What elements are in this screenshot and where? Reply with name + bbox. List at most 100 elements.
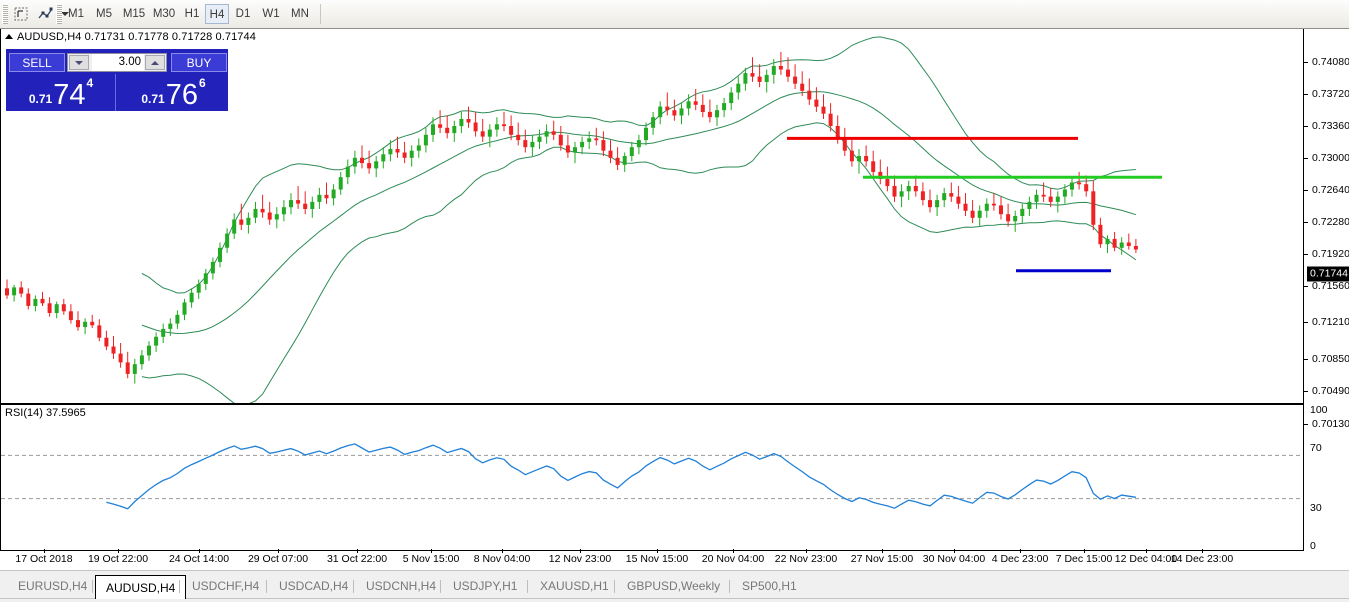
candle-body	[338, 177, 343, 190]
indicators-icon[interactable]	[34, 3, 58, 25]
time-tick-label: 17 Oct 2018	[15, 553, 73, 565]
candle-body	[218, 247, 222, 262]
timeframe-d1[interactable]: D1	[235, 8, 251, 20]
timeframe-h4[interactable]: H4	[205, 4, 229, 24]
chart-tabs-bar: EURUSD,H4 AUDUSD,H4 USDCHF,H4 USDCAD,H4 USDC…	[0, 570, 1349, 602]
timeframe-h1[interactable]: H1	[184, 8, 200, 20]
sell-price-pipette: 4	[86, 76, 94, 90]
tab-divider	[729, 580, 730, 593]
chart-tab-usdjpy-h1[interactable]: USDJPY,H1	[453, 579, 518, 593]
price-tick-label: 0.71210	[1312, 316, 1349, 328]
rsi-label: RSI(14) 37.5965	[5, 407, 86, 419]
candle-body	[54, 304, 59, 313]
chart-tab-gbpusd-weekly[interactable]: GBPUSD,Weekly	[627, 579, 721, 593]
candle-body	[260, 208, 265, 213]
time-tick-label: 31 Oct 22:00	[326, 553, 388, 565]
candle-body	[956, 196, 961, 204]
timeframe-m1[interactable]: M1	[68, 8, 84, 20]
candle-body	[90, 321, 95, 326]
candle-body	[19, 287, 24, 294]
candle-body	[1027, 201, 1032, 209]
timeframe-w1[interactable]: W1	[262, 8, 280, 20]
tab-divider	[353, 580, 354, 593]
candle-body	[558, 134, 563, 146]
time-tick-mark	[580, 549, 581, 553]
chart-tab-usdcnh-h4[interactable]: USDCNH,H4	[366, 579, 437, 593]
candle-body	[1119, 242, 1124, 248]
timeframe-m15[interactable]: M15	[122, 8, 146, 20]
chevron-down-icon[interactable]	[58, 3, 72, 25]
candle-body	[665, 106, 670, 111]
price-scale[interactable]: 0.74080 0.73720 0.73360 0.73000 0.72640 0.722…	[1303, 29, 1349, 552]
time-tick-label: 24 Oct 14:00	[168, 553, 230, 565]
volume-stepper[interactable]: 3.00	[67, 53, 167, 72]
volume-decrease-button[interactable]	[69, 55, 89, 70]
candle-body	[1048, 196, 1053, 202]
chart-tab-sp500-h1[interactable]: SP500,H1	[742, 579, 797, 593]
candle-body	[636, 140, 641, 148]
candle-body	[842, 138, 847, 151]
price-tick-label: 0.73000	[1312, 152, 1349, 164]
sell-button[interactable]: SELL	[9, 53, 65, 72]
ohlc-header: AUDUSD,H4 0.71731 0.71778 0.71728 0.7174…	[5, 31, 256, 43]
candle-body	[402, 152, 407, 158]
chart-tab-audusd-h4[interactable]: AUDUSD,H4	[95, 575, 187, 599]
candle-body	[729, 92, 734, 104]
chart-tab-usdchf-h4[interactable]: USDCHF,H4	[192, 579, 260, 593]
candle-body	[928, 200, 932, 208]
timeframe-m30[interactable]: M30	[152, 8, 176, 20]
candle-body	[331, 189, 336, 199]
candle-body	[864, 156, 869, 162]
tab-divider	[179, 580, 180, 593]
candle-body	[707, 111, 712, 118]
candle-body	[750, 73, 755, 77]
candle-body	[601, 140, 606, 151]
time-tick-mark	[199, 549, 200, 553]
one-click-trading-panel[interactable]: SELL 3.00 BUY 0.71 74 4 0.71 76 6	[6, 49, 228, 111]
candle-body	[232, 219, 237, 234]
toolbar-grip-1[interactable]	[2, 4, 8, 24]
time-tick-mark	[1084, 549, 1085, 553]
candle-body	[161, 328, 166, 337]
toolbar-grip-2[interactable]	[56, 4, 62, 24]
price-tick-label: 0.70130	[1312, 418, 1349, 430]
chart-area[interactable]: AUDUSD,H4 0.71731 0.71778 0.71728 0.7174…	[0, 28, 1349, 570]
crosshair-cursor-icon[interactable]	[10, 3, 32, 25]
sell-price-quote[interactable]: 0.71 74 4	[7, 74, 116, 111]
collapse-triangle-icon[interactable]	[5, 34, 13, 40]
rsi-tick-label: 70	[1310, 442, 1322, 454]
candlestick-canvas	[5, 36, 1162, 403]
time-tick-label: 29 Oct 07:00	[247, 553, 309, 565]
bollinger-lower-band	[141, 122, 1137, 403]
oct-quotes: 0.71 74 4 0.71 76 6	[7, 74, 229, 111]
candle-body	[991, 203, 996, 206]
candle-body	[1084, 184, 1089, 192]
chart-tab-eurusd-h4[interactable]: EURUSD,H4	[18, 579, 88, 593]
chart-tab-usdcad-h4[interactable]: USDCAD,H4	[279, 579, 349, 593]
candle-body	[778, 66, 783, 70]
candle-body	[878, 171, 883, 179]
buy-price-quote[interactable]: 0.71 76 6	[119, 74, 228, 111]
candle-body	[61, 304, 66, 312]
candle-body	[1062, 189, 1067, 197]
volume-increase-button[interactable]	[145, 55, 165, 70]
time-tick-mark	[1146, 549, 1147, 553]
price-tick-label: 0.72640	[1312, 184, 1349, 196]
candle-body	[679, 108, 684, 116]
timeframe-m5[interactable]: M5	[96, 8, 112, 20]
candle-body	[743, 73, 748, 84]
candle-body	[509, 126, 514, 135]
rsi-pane[interactable]: RSI(14) 37.5965	[0, 404, 1303, 551]
volume-input[interactable]: 3.00	[92, 54, 144, 71]
candle-body	[594, 138, 599, 141]
candle-body	[1098, 224, 1103, 245]
timeframe-mn[interactable]: MN	[291, 8, 309, 20]
buy-price-pipette: 6	[198, 76, 206, 90]
buy-button[interactable]: BUY	[171, 53, 227, 72]
chart-tab-xauusd-h1[interactable]: XAUUSD,H1	[540, 579, 609, 593]
candle-body	[466, 119, 471, 123]
candle-body	[693, 101, 698, 105]
candle-body	[984, 203, 989, 211]
time-tick-label: 15 Nov 15:00	[625, 553, 689, 565]
candle-body	[644, 127, 648, 141]
